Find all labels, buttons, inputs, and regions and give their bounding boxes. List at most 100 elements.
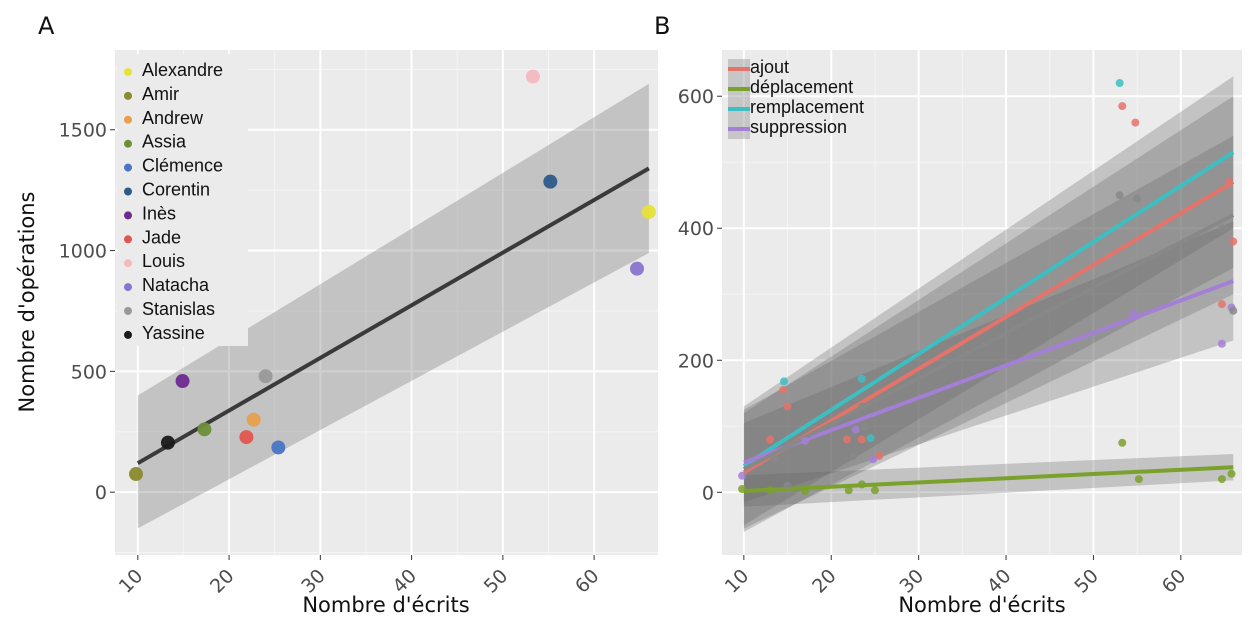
point-ajout (1131, 118, 1140, 127)
point-other (857, 402, 866, 411)
panel-b-fit-lines (742, 150, 1235, 493)
point-natacha (630, 261, 645, 276)
point-andrew (246, 412, 261, 427)
panel-b-points (738, 79, 1238, 495)
x-tick-label: 20 (808, 565, 841, 598)
point-deplacement (738, 484, 747, 493)
confidence-band-overall (137, 83, 649, 529)
legend-key-natacha (124, 283, 132, 292)
fit-line-suppression (743, 279, 1234, 465)
point-ines (175, 374, 190, 389)
panel-a-legend: Alexandre Amir Andrew Assia Clémence Corentin… (118, 54, 248, 346)
y-tick-label: 400 (678, 218, 714, 240)
panel-a-x-ticks: 10 20 30 40 50 60 (115, 555, 604, 598)
legend-label: Jade (142, 227, 181, 247)
x-tick-label: 50 (1070, 565, 1103, 598)
point-ajout (1229, 237, 1238, 246)
legend-label: ajout (750, 57, 789, 77)
confidence-band-other (743, 135, 1234, 529)
legend-label: suppression (750, 117, 847, 137)
legend-label: Amir (142, 84, 179, 104)
point-deplacement (1227, 469, 1236, 478)
y-tick-label: 1500 (59, 120, 107, 142)
y-tick-label: 0 (95, 482, 107, 504)
point-other (860, 422, 869, 431)
point-clemence (271, 440, 286, 455)
legend-key-corentin (124, 187, 132, 196)
legend-key-clemence (124, 163, 132, 172)
confidence-band-remplacement (743, 76, 1234, 526)
legend-label: Clémence (142, 156, 223, 176)
point-other (783, 481, 792, 490)
point-other (1229, 306, 1238, 315)
legend-label: Yassine (142, 323, 205, 343)
y-tick-label: 1000 (59, 241, 107, 263)
confidence-band-suppression (743, 221, 1234, 503)
panel-b-letter: B (654, 12, 670, 40)
point-deplacement (1217, 475, 1226, 484)
point-suppression (869, 455, 878, 464)
point-ajout (842, 435, 851, 444)
point-suppression (738, 471, 747, 480)
legend-label: Louis (142, 251, 185, 271)
point-suppression (1129, 310, 1138, 319)
legend-key-yassine (124, 330, 132, 339)
x-tick-label: 20 (206, 565, 239, 598)
point-jade (239, 430, 254, 445)
fit-line-ajout (742, 180, 1235, 475)
y-tick-label: 0 (702, 482, 714, 504)
x-tick-label: 10 (115, 565, 148, 598)
fit-line-other (742, 213, 1235, 471)
point-suppression (801, 436, 810, 445)
x-tick-label: 10 (721, 565, 754, 598)
legend-label: Corentin (142, 180, 210, 200)
panel-a-points (128, 69, 656, 482)
legend-key-stanislas (124, 307, 132, 315)
panel-b-y-ticks: 0 200 400 600 (678, 86, 722, 504)
point-yassine (160, 435, 175, 450)
point-ajout (1217, 300, 1226, 309)
fit-line-remplacement (742, 150, 1235, 468)
legend-key-jade (124, 235, 132, 244)
point-ajout (1118, 102, 1127, 111)
point-deplacement (801, 486, 810, 495)
y-tick-label: 600 (678, 86, 714, 108)
panel-a-y-ticks: 0 500 1000 1500 (59, 120, 115, 504)
legend-key-ines (124, 211, 132, 220)
point-deplacement (870, 486, 879, 495)
point-ajout (857, 435, 866, 444)
point-remplacement (1115, 79, 1124, 88)
point-suppression (1217, 339, 1226, 348)
legend-label: Andrew (142, 108, 204, 128)
legend-key-andrew (124, 115, 132, 124)
point-deplacement (844, 486, 853, 495)
point-ajout (783, 402, 792, 411)
point-stanislas (258, 369, 273, 384)
legend-label: Alexandre (142, 60, 223, 80)
point-suppression (851, 425, 860, 434)
point-corentin (543, 174, 558, 189)
x-tick-label: 60 (1158, 565, 1191, 598)
point-other (849, 451, 858, 460)
panel-a-y-axis-title: Nombre d'opérations (15, 192, 39, 413)
panel-b-x-axis-title: Nombre d'écrits (898, 593, 1065, 617)
legend-label: Natacha (142, 275, 210, 295)
panel-a-fit-lines (136, 166, 650, 465)
point-assia (197, 422, 212, 437)
panel-a-letter: A (38, 12, 55, 40)
x-tick-label: 60 (571, 565, 604, 598)
point-ajout (1224, 178, 1233, 187)
point-alexandre (641, 204, 656, 219)
legend-label: déplacement (750, 77, 853, 97)
point-remplacement (780, 377, 789, 386)
legend-background (118, 54, 248, 346)
panel-b-x-ticks: 10 20 30 40 50 60 (721, 555, 1191, 598)
point-deplacement (857, 480, 866, 489)
point-amir (128, 467, 143, 482)
legend-label: Assia (142, 132, 187, 152)
point-other (1115, 191, 1124, 200)
point-other (770, 455, 779, 464)
